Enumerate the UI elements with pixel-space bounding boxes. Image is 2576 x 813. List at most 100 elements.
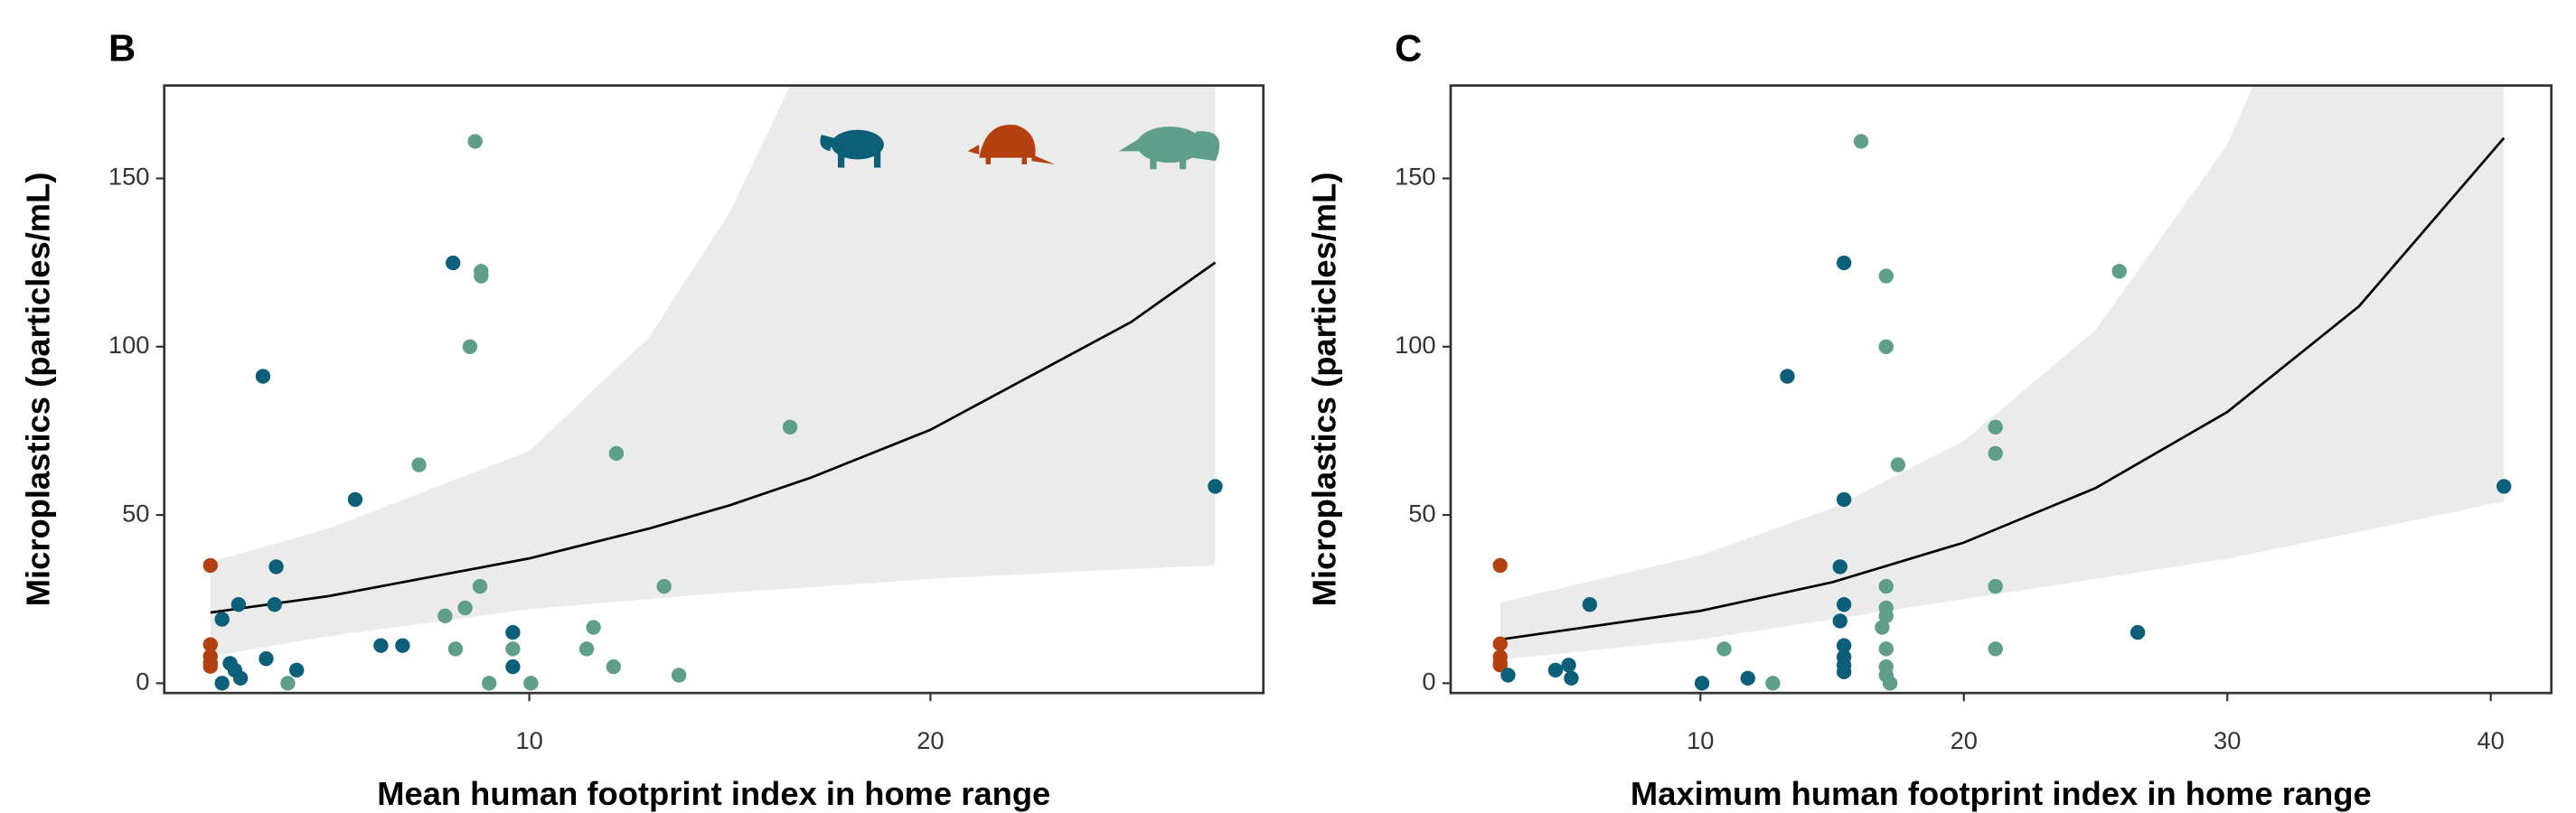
confidence-band xyxy=(210,85,1216,657)
data-point xyxy=(1492,658,1508,673)
data-point xyxy=(446,255,461,271)
data-point xyxy=(202,659,218,674)
data-point xyxy=(2111,264,2127,279)
data-point xyxy=(1582,597,1598,612)
data-point xyxy=(1836,638,1852,653)
data-point xyxy=(289,662,305,678)
data-point xyxy=(1853,134,1869,149)
plot-frame xyxy=(1449,84,2553,695)
y-tick-label: 50 xyxy=(122,499,149,527)
data-point xyxy=(474,268,489,284)
y-axis-title: Microplastics (particles/mL) xyxy=(20,173,57,607)
x-axis-title: Mean human footprint index in home range xyxy=(377,775,1050,812)
x-tick-label: 30 xyxy=(2214,726,2241,754)
y-tick-label: 50 xyxy=(1408,499,1435,527)
data-point xyxy=(1988,641,2003,657)
data-point xyxy=(1836,255,1852,271)
data-point xyxy=(1882,676,1898,691)
fit-line xyxy=(1500,136,2505,641)
data-point xyxy=(472,578,488,594)
panel-label: C xyxy=(1395,26,1422,69)
data-point xyxy=(1836,491,1852,508)
plot-frame xyxy=(163,84,1265,695)
data-point xyxy=(656,578,672,594)
y-tick-label: 150 xyxy=(108,163,149,191)
data-point xyxy=(1836,597,1852,612)
data-point xyxy=(606,659,621,675)
y-tick-label: 0 xyxy=(1422,668,1435,696)
x-axis-title: Maximum human footprint index in home ra… xyxy=(1631,775,2372,812)
tapir-icon xyxy=(820,129,884,168)
data-point xyxy=(259,650,274,667)
y-tick-label: 100 xyxy=(1395,331,1435,359)
data-point xyxy=(1890,457,1906,472)
x-tick-label: 20 xyxy=(917,726,944,754)
data-point xyxy=(230,597,247,612)
plot-area xyxy=(210,85,1217,657)
data-point xyxy=(782,419,798,435)
data-point xyxy=(437,608,453,624)
species-icons xyxy=(820,124,1220,170)
data-point xyxy=(395,638,410,653)
y-axis-title: Microplastics (particles/mL) xyxy=(1306,173,1343,607)
data-point xyxy=(1875,620,1890,635)
data-point xyxy=(1988,578,2003,594)
x-tick-label: 10 xyxy=(515,726,542,754)
data-point xyxy=(1832,559,1847,575)
data-point xyxy=(268,559,284,575)
panel-label: B xyxy=(108,26,136,69)
data-point xyxy=(462,339,478,354)
plot-area xyxy=(1500,85,2505,660)
data-point xyxy=(505,659,521,675)
y-tick-label: 100 xyxy=(108,331,149,359)
data-point xyxy=(1878,578,1894,594)
data-point xyxy=(255,369,271,384)
data-point xyxy=(457,600,473,616)
data-point xyxy=(280,676,296,691)
data-point xyxy=(1878,608,1894,624)
fit-line xyxy=(210,261,1217,614)
data-point xyxy=(1988,445,2003,462)
data-point xyxy=(1878,268,1894,284)
data-point xyxy=(411,457,427,472)
panel: 0 50 100 150 10 20 Mean human footprint index … xyxy=(20,26,1265,812)
data-point xyxy=(1492,636,1508,651)
data-point xyxy=(1765,676,1781,691)
data-point xyxy=(267,597,282,612)
data-point xyxy=(1740,670,1755,686)
data-point xyxy=(447,641,464,657)
data-point xyxy=(608,445,625,462)
x-tick-label: 10 xyxy=(1687,726,1714,754)
data-point xyxy=(505,624,521,640)
data-point xyxy=(1836,664,1852,679)
y-tick-label: 0 xyxy=(136,668,149,696)
data-point xyxy=(2129,624,2146,640)
data-point xyxy=(214,612,230,627)
data-point xyxy=(467,134,483,149)
data-point xyxy=(1716,641,1732,657)
data-point xyxy=(586,620,601,635)
data-point xyxy=(578,641,595,657)
data-point xyxy=(1780,369,1795,384)
data-point xyxy=(373,638,389,653)
data-point xyxy=(1878,339,1894,354)
y-tick-label: 150 xyxy=(1395,163,1435,191)
data-point xyxy=(232,670,249,686)
armadillo-icon xyxy=(967,124,1055,164)
panel: 0 50 100 150 10 20 30 40 Maximum human footprint… xyxy=(1306,26,2553,812)
data-point xyxy=(202,557,218,574)
data-point xyxy=(1564,670,1579,686)
data-point xyxy=(1547,662,1564,678)
data-point xyxy=(214,676,230,691)
confidence-band xyxy=(1500,85,2505,660)
data-point xyxy=(671,668,687,683)
data-point xyxy=(347,491,363,508)
data-point xyxy=(482,676,497,691)
data-point xyxy=(1561,658,1576,673)
data-point xyxy=(1492,557,1508,574)
data-point xyxy=(2496,479,2512,494)
data-point xyxy=(202,637,218,652)
data-point xyxy=(1500,668,1516,683)
x-tick-label: 20 xyxy=(1951,726,1978,754)
